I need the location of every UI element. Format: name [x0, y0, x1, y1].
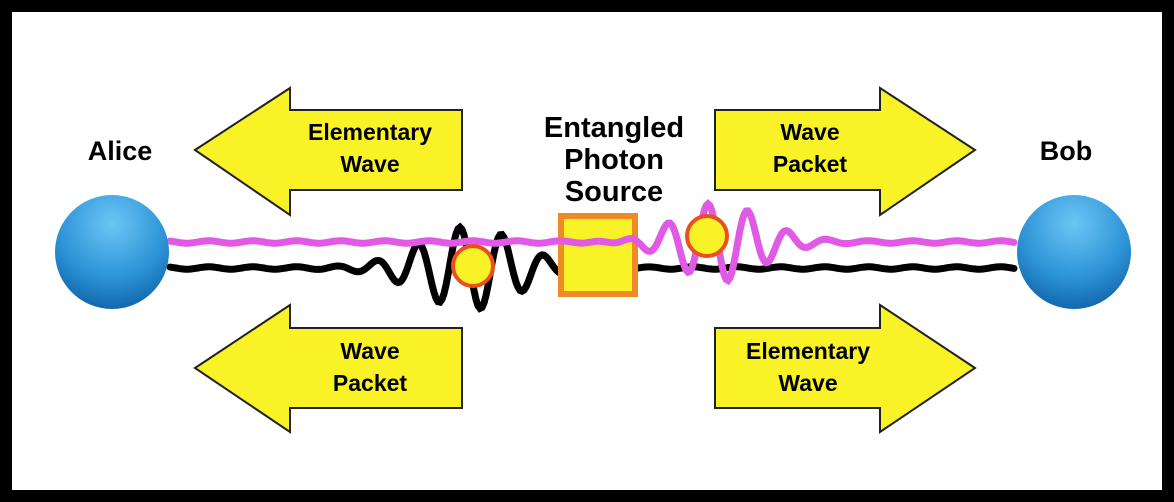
- person-label: Bob: [1040, 136, 1092, 166]
- photon: [451, 244, 495, 288]
- arrow-left: [193, 86, 463, 217]
- arrow-left: [193, 303, 463, 434]
- source-box: [558, 213, 638, 297]
- bob-sphere: [1017, 195, 1131, 309]
- arrow-label: Wave Packet: [333, 338, 408, 396]
- alice-sphere: [55, 195, 169, 309]
- arrow-label: Wave Packet: [773, 119, 848, 177]
- person-label: Alice: [88, 136, 153, 166]
- arrow-label: Elementary Wave: [308, 119, 432, 177]
- arrow-label: Elementary Wave: [746, 338, 870, 396]
- arrow-right: [714, 303, 977, 434]
- source-label: Entangled Photon Source: [544, 112, 684, 208]
- photon: [685, 214, 729, 258]
- arrow-right: [714, 86, 977, 217]
- wave-magenta: [166, 198, 1018, 286]
